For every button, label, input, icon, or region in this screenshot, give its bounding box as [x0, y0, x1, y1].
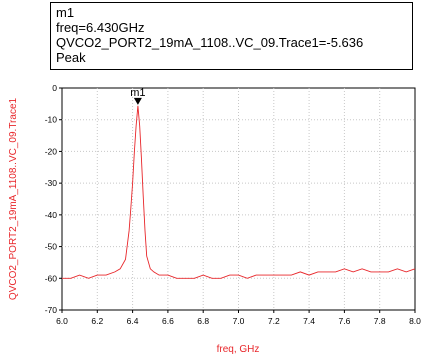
x-tick-label: 7.8	[374, 316, 386, 326]
y-tick-label: -50	[45, 242, 58, 252]
series-trace	[62, 105, 416, 279]
x-tick-label: 7.0	[233, 316, 245, 326]
x-tick-label: 6.0	[56, 316, 68, 326]
y-tick-label: -20	[45, 146, 58, 156]
axis-ticks: 6.0 6.2 6.4 6.6 6.8 7.0 7.2 7.4 7.6 7.8 8.0 0 -10 -20…	[45, 83, 421, 326]
grid-lines	[62, 88, 415, 310]
x-tick-label: 7.2	[268, 316, 280, 326]
x-tick-label: 7.6	[338, 316, 350, 326]
marker-triangle	[133, 97, 142, 105]
marker-group: m1	[130, 87, 146, 105]
x-tick-label: 6.6	[162, 316, 174, 326]
x-tick-label: 6.8	[197, 316, 209, 326]
marker-readout-line: freq=6.430GHz	[56, 20, 145, 35]
marker-label: m1	[130, 87, 145, 99]
x-tick-label: 7.4	[303, 316, 315, 326]
x-axis-label: freq, GHz	[217, 344, 260, 355]
marker-readout-box: m1 freq=6.430GHz QVCO2_PORT2_19mA_1108..…	[50, 2, 413, 70]
x-tick-label: 6.2	[91, 316, 103, 326]
y-tick-label: -30	[45, 178, 58, 188]
marker-readout-line: Peak	[56, 50, 86, 65]
y-tick-label: 0	[52, 83, 57, 93]
y-tick-label: -40	[45, 210, 58, 220]
y-tick-label: -10	[45, 115, 58, 125]
marker-readout-line: QVCO2_PORT2_19mA_1108..VC_09.Trace1=-5.6…	[56, 35, 364, 50]
y-tick-label: -70	[45, 305, 58, 315]
y-axis-label: QVCO2_PORT2_19mA_1108..VC_09.Trace1	[8, 97, 19, 300]
x-tick-label: 6.4	[127, 316, 139, 326]
y-tick-label: -60	[45, 273, 58, 283]
x-tick-label: 8.0	[409, 316, 421, 326]
marker-readout-line: m1	[56, 5, 75, 20]
